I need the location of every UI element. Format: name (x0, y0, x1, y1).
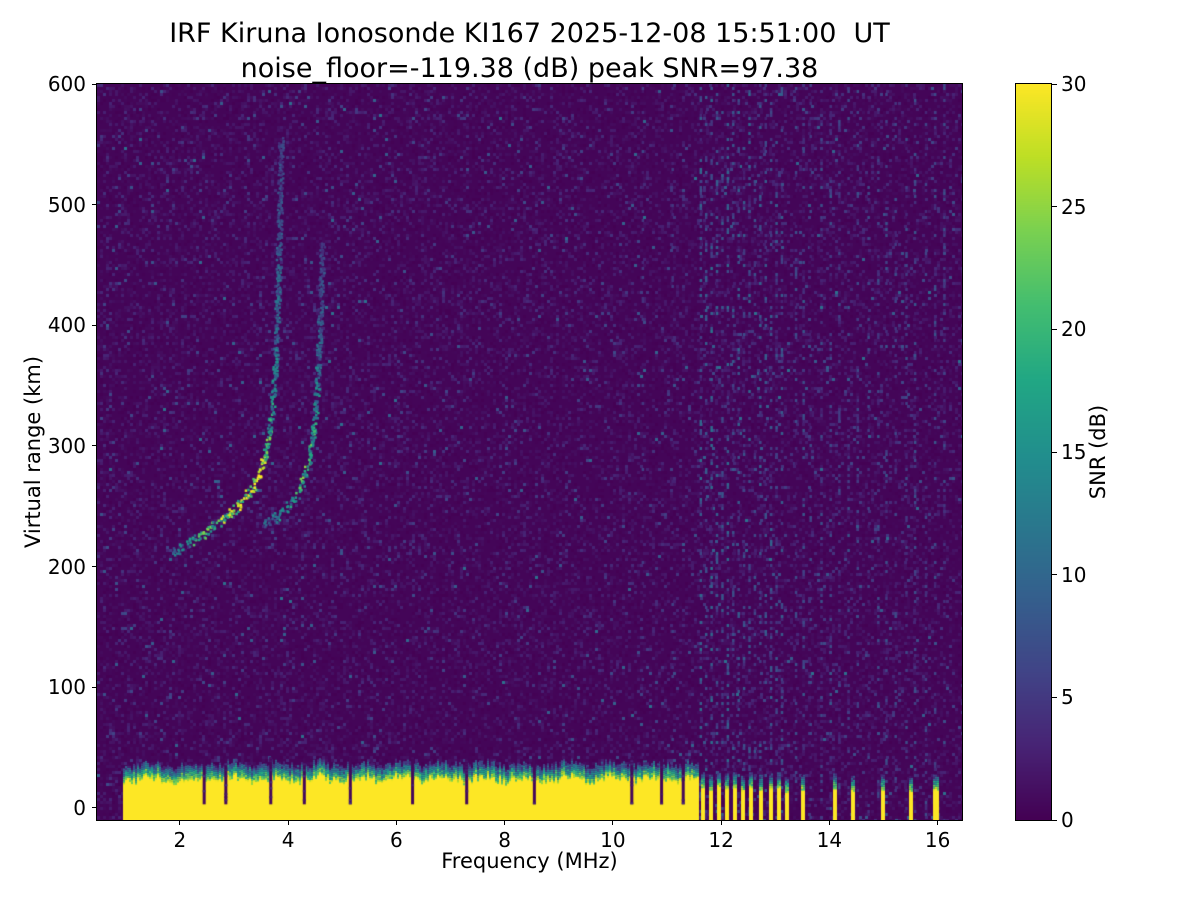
colorbar-tick-label: 15 (1061, 440, 1087, 464)
colorbar-tick-mark (1052, 696, 1057, 698)
colorbar (1015, 83, 1052, 821)
y-tick-mark (92, 83, 97, 85)
x-tick-mark (504, 820, 506, 825)
x-tick-label: 4 (281, 828, 295, 852)
x-tick-label: 14 (816, 828, 843, 852)
x-tick-mark (720, 820, 722, 825)
colorbar-canvas (1016, 84, 1051, 820)
x-tick-mark (395, 820, 397, 825)
x-axis-label: Frequency (MHz) (441, 849, 618, 873)
colorbar-tick-label: 10 (1061, 562, 1087, 587)
y-tick-mark (92, 807, 97, 809)
colorbar-tick-label: 30 (1061, 72, 1087, 96)
x-tick-label: 2 (173, 828, 187, 852)
x-tick-mark (179, 820, 181, 825)
y-tick-label: 300 (47, 433, 86, 458)
x-tick-mark (937, 820, 939, 825)
y-tick-mark (92, 566, 97, 568)
colorbar-tick-mark (1052, 574, 1057, 576)
colorbar-tick-mark (1052, 328, 1057, 330)
colorbar-tick-label: 25 (1061, 194, 1087, 219)
y-tick-mark (92, 686, 97, 688)
colorbar-tick-mark (1052, 451, 1057, 453)
x-tick-label: 16 (924, 828, 951, 852)
y-tick-label: 500 (47, 192, 86, 217)
colorbar-tick-mark (1052, 83, 1057, 85)
y-tick-mark (92, 324, 97, 326)
chart-title: IRF Kiruna Ionosonde KI167 2025-12-08 15… (169, 18, 890, 49)
y-tick-label: 400 (47, 313, 86, 338)
x-tick-label: 8 (498, 828, 511, 852)
y-tick-label: 200 (47, 554, 86, 579)
x-tick-label: 6 (389, 828, 403, 852)
plot-area (96, 83, 963, 821)
chart-subtitle: noise_floor=-119.38 (dB) peak SNR=97.38 (240, 53, 819, 84)
x-tick-label: 10 (600, 828, 626, 852)
colorbar-tick-mark (1052, 206, 1057, 208)
colorbar-tick-label: 20 (1061, 317, 1087, 342)
y-tick-mark (92, 204, 97, 206)
x-tick-label: 12 (708, 828, 734, 852)
y-tick-label: 0 (73, 795, 86, 820)
y-tick-mark (92, 445, 97, 447)
x-tick-mark (612, 820, 614, 825)
x-tick-mark (287, 820, 289, 825)
y-tick-label: 100 (47, 675, 86, 700)
colorbar-tick-label: 5 (1061, 685, 1074, 710)
colorbar-tick-mark (1052, 819, 1057, 821)
colorbar-tick-label: 0 (1061, 808, 1074, 832)
plot-canvas (97, 84, 962, 820)
x-tick-mark (828, 820, 830, 825)
y-tick-label: 600 (47, 72, 86, 96)
